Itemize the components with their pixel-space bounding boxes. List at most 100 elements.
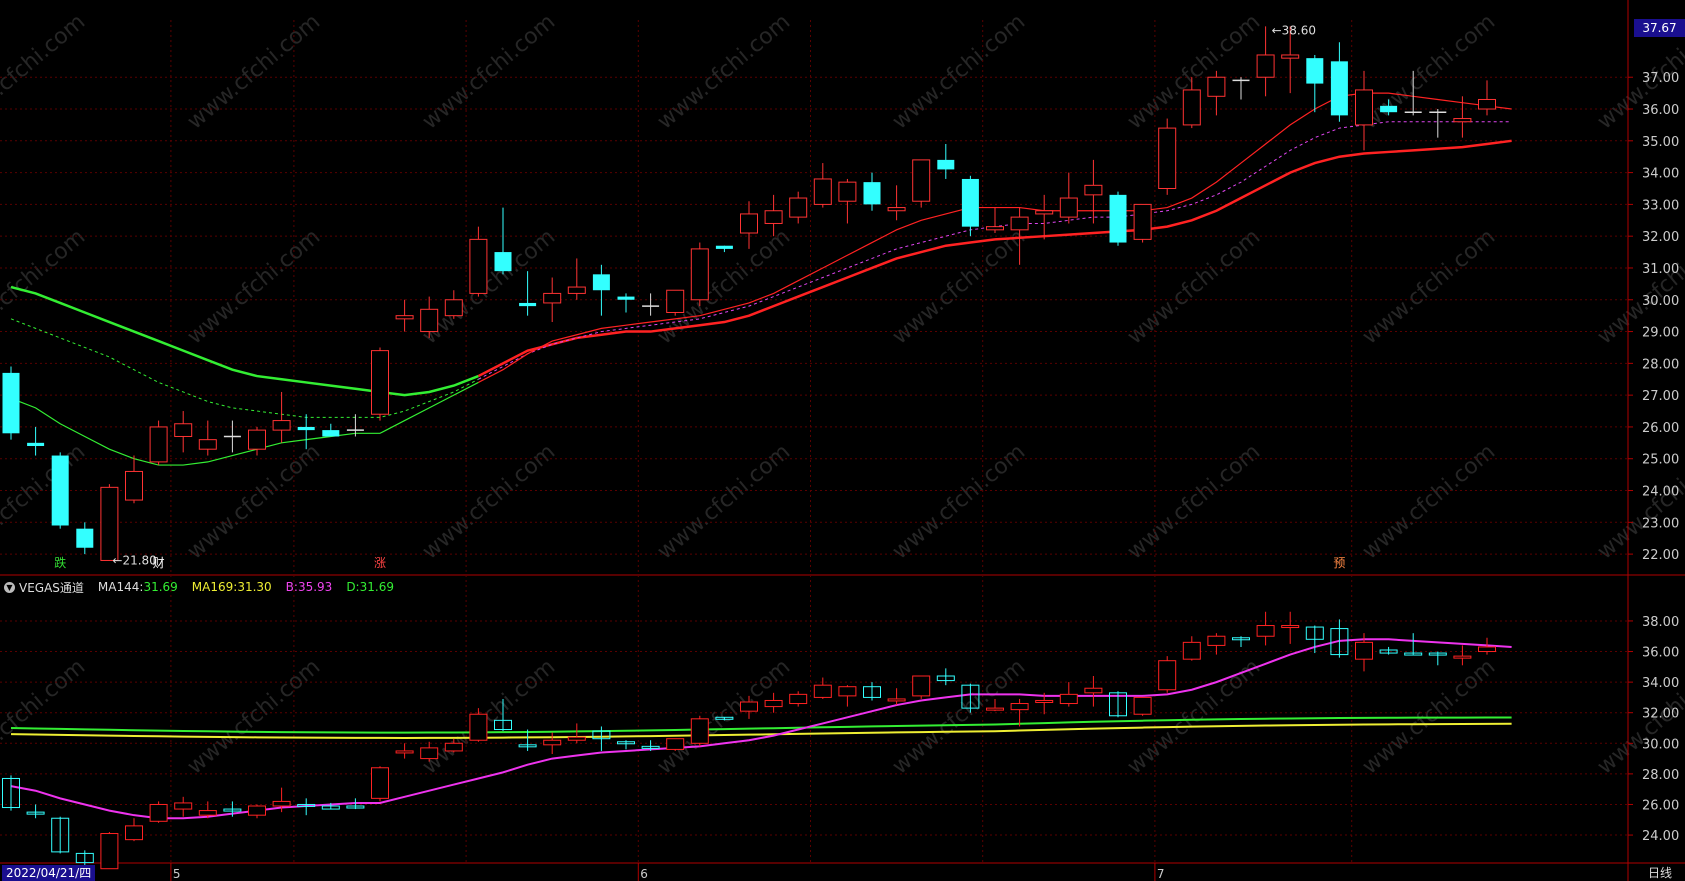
sub-y-tick-label: 36.00 — [1642, 646, 1679, 661]
sub-candle — [1207, 633, 1226, 655]
sub-candle-body — [51, 817, 70, 853]
sub-candle — [789, 691, 808, 707]
candle — [1256, 26, 1275, 97]
candle-body — [715, 245, 733, 249]
candle — [912, 159, 931, 208]
candle-body — [27, 442, 45, 447]
candle-body — [1355, 89, 1373, 126]
candle — [1478, 80, 1496, 116]
sub-candle-body — [1404, 652, 1423, 656]
legend-ma169-value: 31.30 — [237, 580, 272, 594]
sub-candle — [912, 675, 931, 699]
candle-body — [863, 182, 881, 205]
sub-candle-body — [1133, 696, 1152, 715]
sub-candle — [26, 804, 45, 819]
main-y-tick-label: 31.00 — [1642, 262, 1679, 277]
sub-candle — [887, 688, 906, 706]
candle — [1010, 207, 1029, 265]
candle — [125, 455, 143, 504]
candle-body — [1084, 184, 1103, 196]
sub-candle-body — [248, 805, 266, 816]
sub-candle — [986, 698, 1004, 712]
sub-candle — [1478, 637, 1496, 655]
sub-candle — [1084, 676, 1103, 707]
sub-candle — [690, 715, 709, 747]
sub-candle — [1182, 636, 1201, 661]
main-y-tick-label: 27.00 — [1642, 389, 1679, 404]
sub-candle-body — [149, 803, 168, 822]
candle — [494, 207, 512, 275]
sub-candle-body — [1158, 660, 1177, 691]
sub-candle — [617, 740, 635, 750]
sub-candle — [297, 798, 316, 816]
candle — [51, 452, 69, 529]
main-y-tick-label: 32.00 — [1642, 230, 1679, 245]
candle — [764, 194, 783, 237]
sub-candle-body — [198, 810, 217, 816]
sub-candle-body — [2, 777, 20, 809]
candle — [1380, 99, 1398, 116]
candle — [1453, 96, 1472, 138]
sub-candle-body — [272, 800, 291, 807]
candle — [838, 178, 857, 224]
candle — [1084, 159, 1103, 224]
candle — [27, 426, 45, 456]
sub-candle — [125, 818, 143, 842]
watermark-text: www.cfchi.com — [418, 224, 560, 349]
watermark-text: www.cfchi.com — [418, 439, 560, 564]
candle — [248, 426, 266, 456]
sub-candle — [75, 850, 94, 866]
candle-body — [1158, 127, 1177, 189]
sub-candle — [1379, 646, 1398, 655]
event-marker: 财 — [153, 556, 165, 570]
main-y-tick-label: 30.00 — [1642, 294, 1679, 309]
candle-body — [838, 181, 857, 202]
sub-candle — [51, 816, 70, 854]
sub-candle-body — [26, 811, 45, 815]
candle — [1355, 70, 1373, 151]
candle — [198, 420, 217, 456]
sub-candle-body — [592, 730, 611, 740]
sub-candle-body — [1330, 628, 1349, 656]
sub-candle-body — [494, 719, 512, 731]
candle — [937, 143, 955, 179]
watermark-text: www.cfchi.com — [418, 654, 560, 779]
sub-candle — [469, 708, 488, 742]
watermark-text: www.cfchi.com — [183, 654, 325, 779]
candle — [666, 289, 685, 316]
sub-candle-body — [444, 742, 463, 752]
candle-body — [937, 159, 955, 170]
indicator-name[interactable]: VEGAS通道 — [19, 580, 84, 595]
candle-body — [519, 302, 537, 307]
candle-body — [666, 289, 685, 313]
sub-candle — [1404, 633, 1423, 656]
sub-candle — [1109, 691, 1127, 718]
month-label: 6 — [640, 867, 648, 881]
period-button[interactable]: 日线 — [1647, 866, 1672, 880]
candle-body — [1133, 203, 1152, 240]
sub-candle — [641, 740, 660, 751]
main-y-tick-label: 24.00 — [1642, 485, 1679, 500]
watermark-text: www.cfchi.com — [1358, 9, 1500, 134]
legend-d-value: 31.69 — [359, 580, 394, 594]
candle-body — [272, 420, 291, 431]
candle-body — [395, 315, 414, 320]
candle-body — [789, 197, 808, 218]
legend-d: D:31.69 — [346, 580, 394, 594]
candle-body — [567, 286, 586, 294]
candle — [740, 201, 758, 249]
indicator-toggle-icon[interactable]: ▼ — [4, 581, 15, 593]
candle-body — [764, 210, 783, 224]
candle — [1133, 203, 1152, 243]
candle — [1232, 77, 1250, 100]
sub-candle-body — [666, 738, 685, 750]
candle — [1158, 118, 1177, 195]
legend-ma144: MA144:31.69 — [98, 580, 178, 594]
sub-candle-body — [1232, 637, 1250, 641]
cursor-date-label: 2022/04/21/四 — [2, 865, 96, 881]
sub-y-tick-label: 28.00 — [1642, 768, 1679, 783]
ma-slow-line-red — [477, 139, 1512, 378]
low-annotation: ←21.80 — [112, 553, 156, 567]
candle-body — [1380, 105, 1398, 113]
